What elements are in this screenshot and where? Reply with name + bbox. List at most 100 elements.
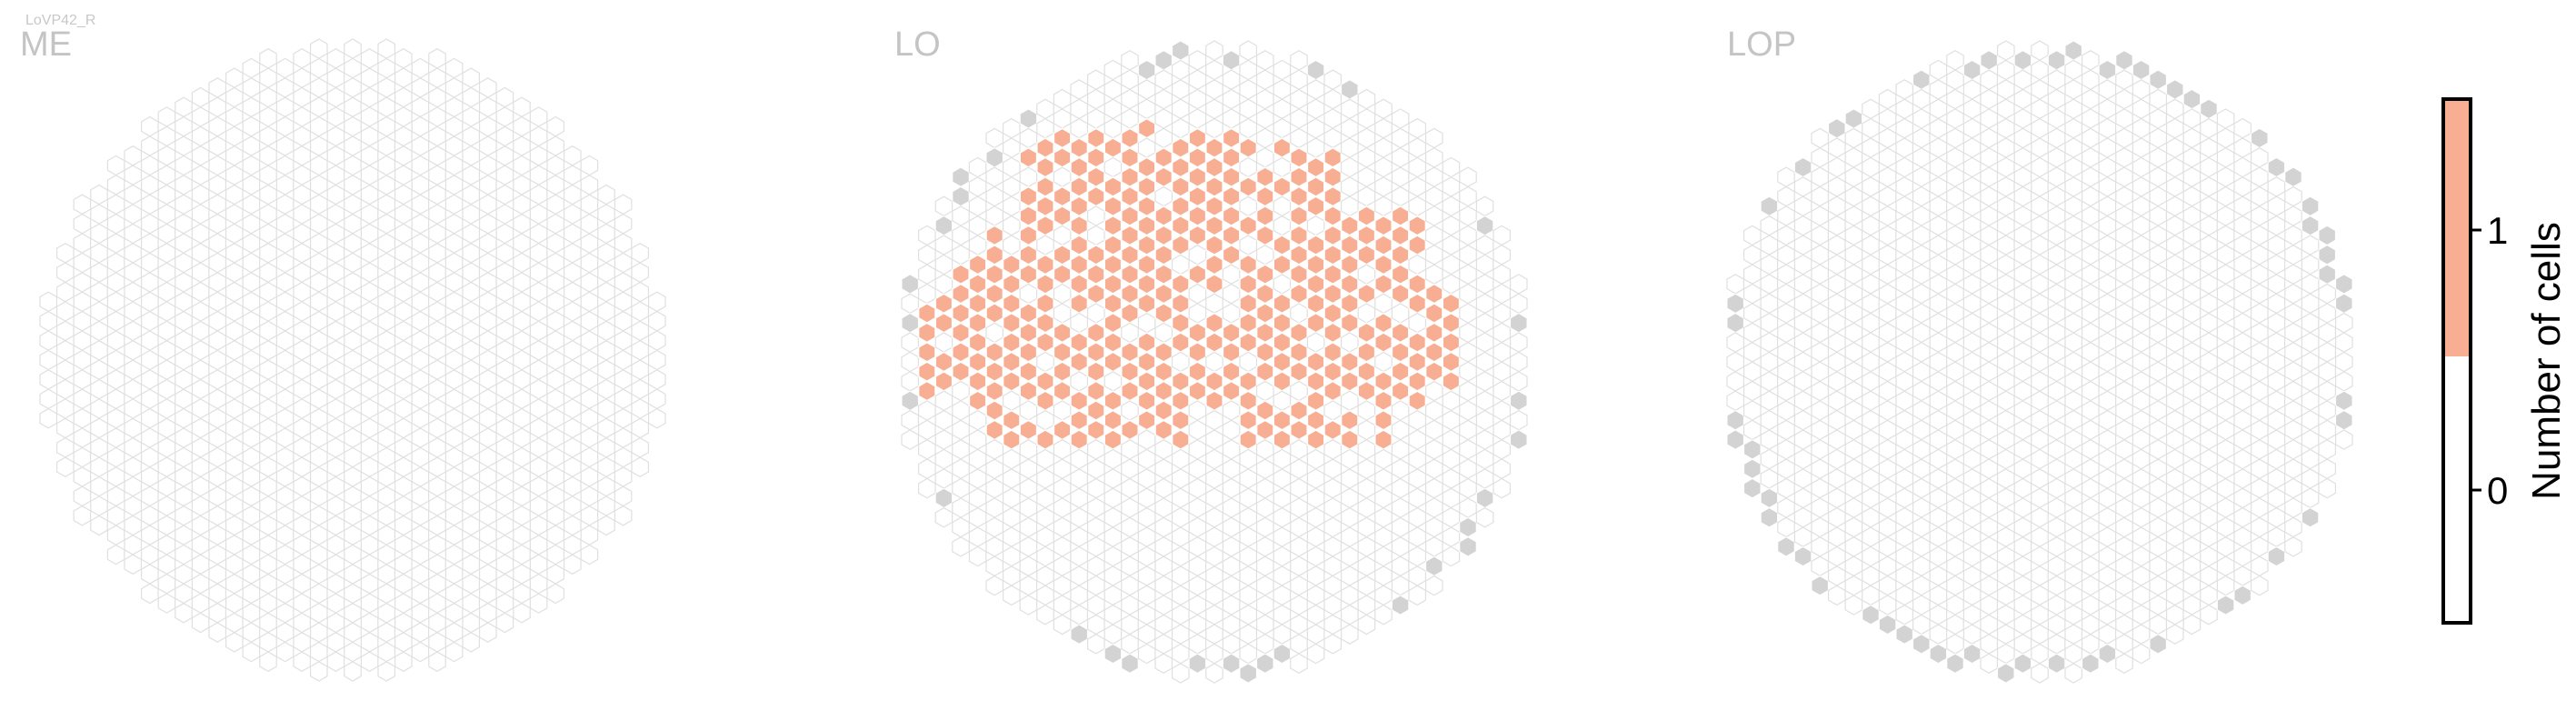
hex-column-lo-723: [1340, 235, 1359, 256]
hex-column-lop-317: [1946, 361, 1964, 382]
hex-column-lop-228: [1895, 409, 1913, 431]
hex-column-lop-223: [1895, 312, 1913, 334]
hex-column-lo-45: [952, 264, 970, 285]
hex-column-lop-417: [1997, 448, 2015, 470]
hex-column-lo-96: [985, 419, 1004, 441]
hex-column-me-751: [495, 378, 514, 400]
hex-column-lop-90: [1811, 303, 1830, 324]
hex-column-me-926: [631, 359, 650, 380]
hex-column-lop-545: [2064, 409, 2082, 431]
hex-column-lop-376: [1980, 283, 1998, 305]
hex-column-me-395: [310, 175, 328, 195]
hex-column-lop-196: [1878, 342, 1897, 363]
hex-column-me-231: [208, 622, 226, 643]
hex-column-lo-471: [1205, 235, 1223, 256]
hex-column-lop-626: [2115, 127, 2133, 149]
hex-column-lop-477: [2031, 351, 2049, 373]
hex-column-me-385: [293, 612, 311, 634]
hex-column-lo-318: [1121, 380, 1139, 402]
hex-column-me-332: [275, 194, 295, 215]
hex-column-lop-397: [1997, 59, 2015, 81]
hex-column-lo-343: [1137, 254, 1156, 275]
hex-column-lo-784: [1374, 332, 1393, 354]
hex-column-lo-30: [934, 332, 954, 353]
hex-column-me-550: [377, 661, 395, 682]
hex-column-me-528: [377, 233, 395, 254]
hex-column-lop-490: [2031, 604, 2049, 626]
hex-column-me-647: [444, 77, 464, 98]
hex-column-lop-250: [1912, 264, 1931, 285]
hex-column-me-635: [428, 456, 446, 477]
hex-column-lo-736: [1340, 487, 1359, 509]
hex-column-lo-225: [1070, 351, 1089, 373]
hex-column-lop-703: [2149, 419, 2167, 441]
hex-column-lop-484: [2031, 487, 2049, 509]
hex-column-lop-142: [1844, 342, 1863, 363]
hex-column-me-733: [478, 583, 497, 605]
hex-column-me-449: [326, 593, 345, 614]
hex-column-lop-109: [1827, 195, 1846, 217]
hex-column-lop-842: [2233, 448, 2252, 470]
hex-column-lo-913: [1459, 516, 1477, 538]
hex-column-lo-555: [1239, 604, 1258, 626]
hex-column-me-912: [614, 369, 633, 390]
hex-column-me-238: [225, 184, 244, 205]
hex-column-me-765: [513, 115, 531, 137]
hex-column-me-133: [157, 320, 176, 342]
hex-column-lo-405: [1171, 215, 1190, 236]
hex-column-lop-75: [1793, 448, 1812, 470]
hex-column-lo-92: [985, 341, 1004, 363]
hex-column-lop-876: [2267, 195, 2286, 217]
hex-column-lo-316: [1121, 341, 1139, 363]
hex-column-lo-417: [1171, 448, 1190, 470]
hex-column-me-48: [90, 417, 108, 439]
hex-column-lop-313: [1946, 283, 1964, 305]
hex-column-lo-341: [1137, 215, 1156, 236]
hex-column-me-543: [377, 525, 395, 546]
hex-column-lo-332: [1121, 653, 1139, 674]
hex-column-lop-84: [1811, 185, 1830, 207]
hex-column-lo-90: [985, 303, 1004, 324]
hex-column-lo-386: [1154, 477, 1173, 499]
hex-column-me-434: [326, 301, 345, 322]
hex-column-me-556: [394, 145, 413, 166]
hex-column-me-384: [293, 593, 311, 614]
hex-column-lop-756: [2182, 322, 2202, 344]
hex-column-me-146: [157, 573, 176, 595]
hex-column-lop-763: [2182, 458, 2202, 479]
hex-column-me-615: [428, 67, 446, 88]
hex-column-lop-582: [2082, 497, 2100, 518]
hex-column-lo-132: [1019, 146, 1038, 168]
hex-column-lo-885: [1442, 370, 1461, 392]
hex-column-lop-628: [2115, 166, 2133, 187]
hex-column-lo-898: [1459, 225, 1477, 246]
hex-column-me-260: [225, 612, 244, 634]
hex-column-me-745: [495, 262, 514, 283]
hex-column-lo-883: [1442, 332, 1461, 354]
hex-column-me-510: [360, 515, 379, 536]
hex-column-lop-685: [2149, 69, 2167, 90]
hex-column-me-229: [208, 583, 226, 605]
hex-column-me-600: [411, 388, 430, 410]
hex-column-lo-847: [1408, 546, 1427, 567]
hex-column-lop-725: [2166, 274, 2184, 295]
hex-column-lop-276: [1929, 176, 1948, 197]
hex-column-me-132: [157, 301, 176, 322]
hex-column-me-135: [157, 359, 176, 380]
hex-column-lo-183: [1053, 88, 1072, 110]
hex-column-lo-882: [1442, 312, 1461, 334]
hex-column-me-661: [444, 349, 464, 371]
hex-column-lo-612: [1273, 468, 1292, 489]
hex-column-me-889: [597, 262, 615, 283]
hex-column-lop-440: [2013, 264, 2032, 285]
hex-column-me-180: [191, 184, 210, 205]
hex-column-me-545: [377, 564, 395, 585]
hex-column-lop-886: [2267, 390, 2286, 412]
hex-column-me-741: [495, 184, 514, 205]
hex-column-me-729: [478, 505, 497, 526]
hex-column-lo-817: [1391, 458, 1410, 479]
hex-column-lo-193: [1053, 283, 1072, 305]
hex-column-lo-860: [1424, 322, 1443, 344]
hex-column-lo-470: [1205, 215, 1223, 236]
hex-column-lo-749: [1357, 185, 1376, 207]
